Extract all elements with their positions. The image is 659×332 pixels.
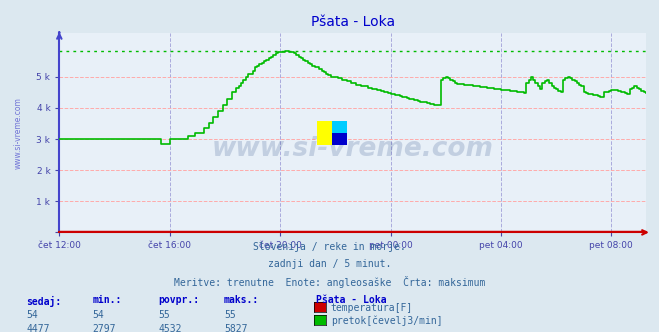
Text: www.si-vreme.com: www.si-vreme.com <box>212 136 494 162</box>
Text: zadnji dan / 5 minut.: zadnji dan / 5 minut. <box>268 259 391 269</box>
Bar <box>318 121 332 145</box>
Text: Meritve: trenutne  Enote: angleosaške  Črta: maksimum: Meritve: trenutne Enote: angleosaške Črt… <box>174 276 485 288</box>
Text: 54: 54 <box>26 310 38 320</box>
Text: 2797: 2797 <box>92 324 116 332</box>
Text: www.si-vreme.com: www.si-vreme.com <box>14 97 23 169</box>
Bar <box>332 133 347 145</box>
Title: Pšata - Loka: Pšata - Loka <box>310 15 395 29</box>
Text: 55: 55 <box>224 310 236 320</box>
Text: Slovenija / reke in morje.: Slovenija / reke in morje. <box>253 242 406 252</box>
Text: maks.:: maks.: <box>224 295 259 305</box>
Text: povpr.:: povpr.: <box>158 295 199 305</box>
Text: temperatura[F]: temperatura[F] <box>331 303 413 313</box>
Text: 4477: 4477 <box>26 324 50 332</box>
Text: 54: 54 <box>92 310 104 320</box>
Text: 4532: 4532 <box>158 324 182 332</box>
Text: 55: 55 <box>158 310 170 320</box>
Text: pretok[čevelj3/min]: pretok[čevelj3/min] <box>331 316 442 326</box>
Bar <box>332 121 347 133</box>
Text: Pšata - Loka: Pšata - Loka <box>316 295 387 305</box>
Text: sedaj:: sedaj: <box>26 295 61 306</box>
Text: min.:: min.: <box>92 295 122 305</box>
Text: 5827: 5827 <box>224 324 248 332</box>
